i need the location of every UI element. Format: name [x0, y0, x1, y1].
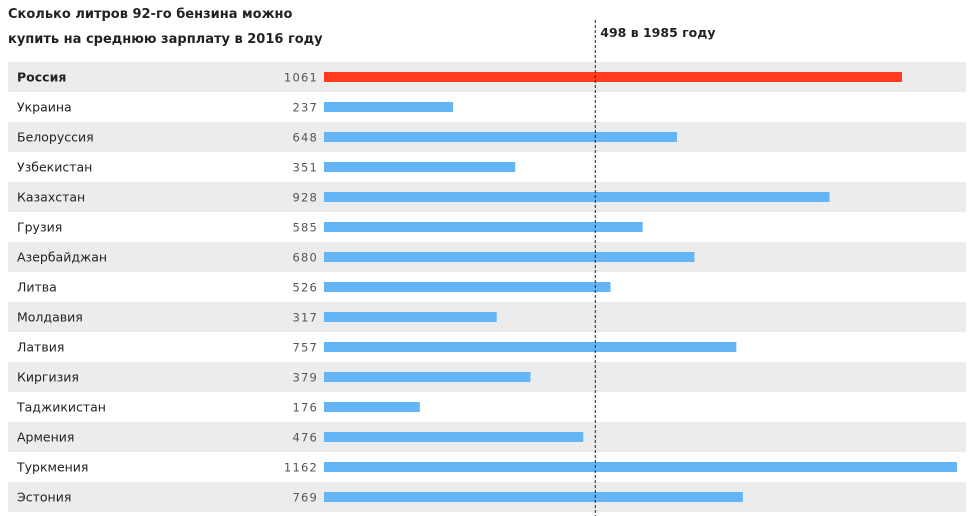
bar: [324, 372, 531, 382]
category-label: Эстония: [17, 490, 71, 505]
data-label: 526: [292, 281, 318, 295]
category-label: Латвия: [17, 340, 64, 355]
bar: [324, 192, 830, 202]
data-label: 648: [292, 131, 318, 145]
data-label: 476: [292, 431, 318, 445]
bar: [324, 132, 677, 142]
category-label: Грузия: [17, 220, 62, 235]
category-label: Россия: [17, 70, 66, 85]
category-label: Молдавия: [17, 310, 83, 325]
category-label: Киргизия: [17, 370, 79, 385]
bar: [324, 402, 420, 412]
data-label: 769: [292, 491, 318, 505]
category-label: Туркмения: [16, 460, 88, 475]
reference-label: 498 в 1985 году: [600, 25, 715, 40]
category-label: Таджикистан: [16, 400, 106, 415]
data-label: 680: [292, 251, 318, 265]
bar: [324, 432, 584, 442]
category-label: Казахстан: [17, 190, 85, 205]
bar: [324, 162, 516, 172]
data-label: 585: [292, 221, 318, 235]
category-label: Украина: [17, 100, 72, 115]
data-label: 176: [292, 401, 318, 415]
data-label: 928: [292, 191, 318, 205]
data-label: 237: [292, 101, 318, 115]
bar: [324, 102, 454, 112]
category-label: Белоруссия: [17, 130, 94, 145]
bar-highlight: [324, 72, 902, 82]
category-label: Узбекистан: [17, 160, 92, 175]
category-label: Литва: [17, 280, 57, 295]
bar: [324, 252, 695, 262]
bar: [324, 492, 743, 502]
data-label: 379: [292, 371, 318, 385]
bar: [324, 462, 957, 472]
data-label: 351: [292, 161, 318, 175]
chart-title: Сколько литров 92-го бензина можно купит…: [8, 7, 323, 47]
bar: [324, 282, 611, 292]
category-label: Армения: [17, 430, 74, 445]
data-label: 1061: [284, 71, 318, 85]
data-label: 1162: [284, 461, 318, 475]
bar: [324, 312, 497, 322]
data-label: 317: [292, 311, 318, 325]
category-label: Азербайджан: [17, 250, 107, 265]
data-label: 757: [292, 341, 318, 355]
bar: [324, 222, 643, 232]
bar: [324, 342, 737, 352]
